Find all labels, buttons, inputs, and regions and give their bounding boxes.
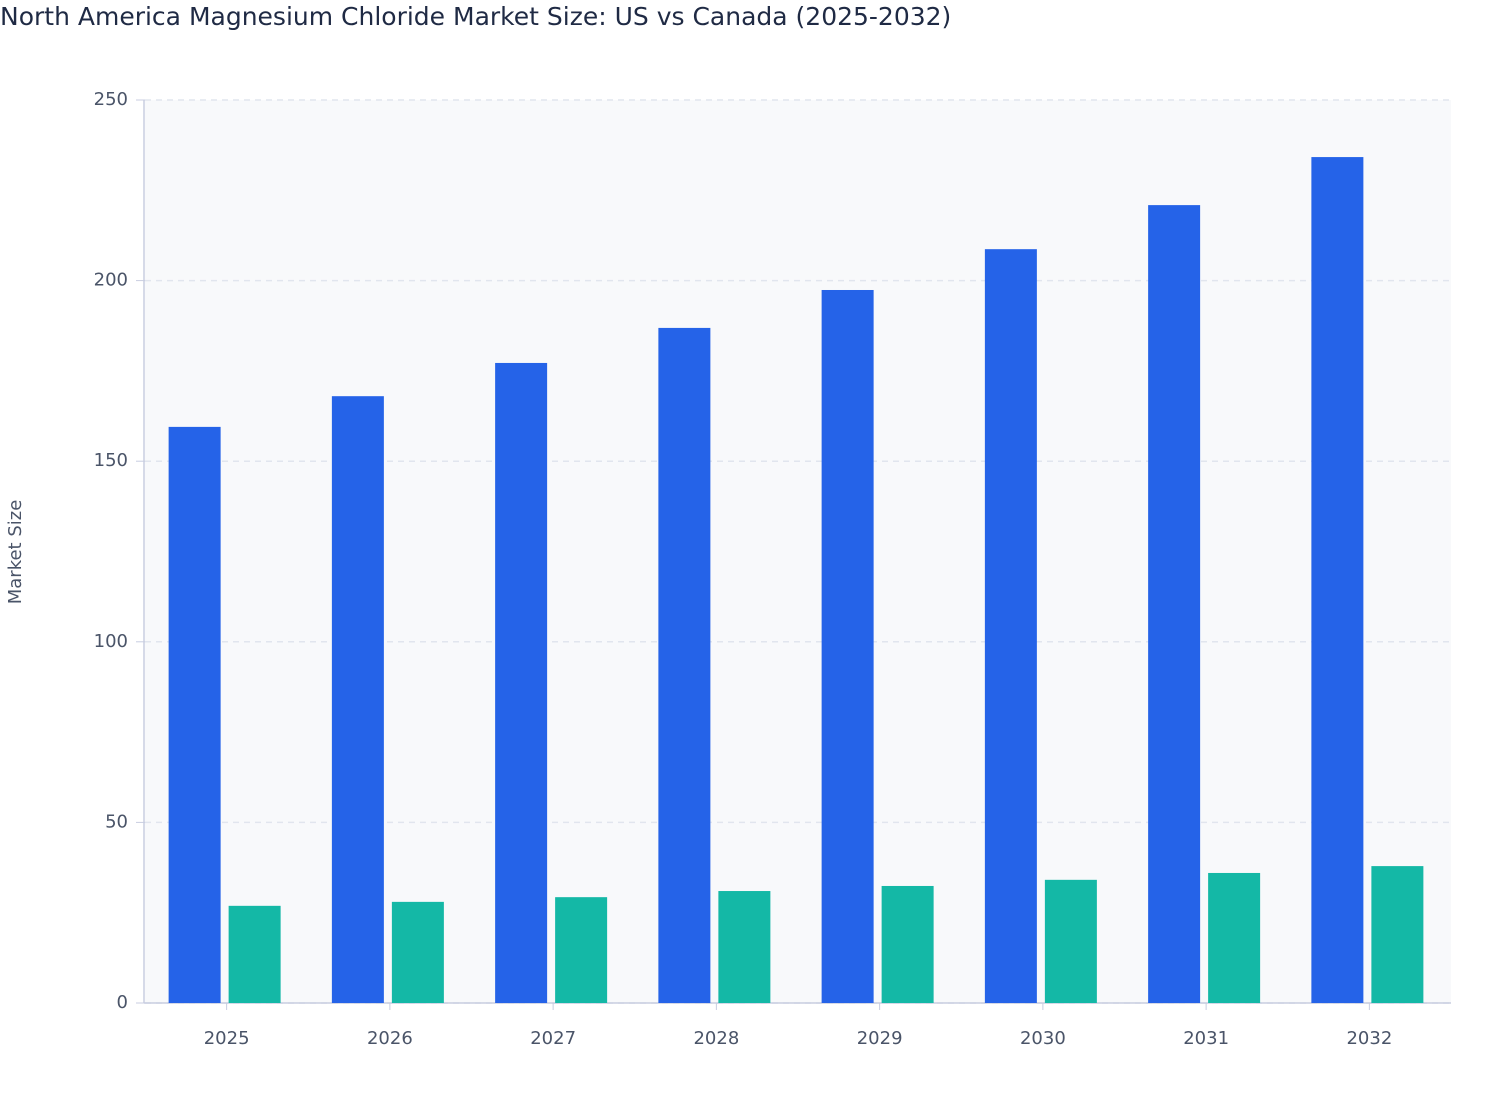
chart-title: North America Magnesium Chloride Market … <box>0 2 951 31</box>
x-tick-label: 2025 <box>204 1028 250 1049</box>
bar <box>1044 879 1097 1003</box>
bar <box>168 426 221 1003</box>
bar <box>984 249 1037 1003</box>
x-tick-label: 2026 <box>367 1028 413 1049</box>
x-tick-label: 2028 <box>693 1028 739 1049</box>
bar <box>228 905 281 1003</box>
y-tick-label: 100 <box>94 631 128 652</box>
x-tick-label: 2030 <box>1020 1028 1066 1049</box>
bar <box>658 327 711 1003</box>
bar <box>881 885 934 1003</box>
y-axis-label: Market Size <box>5 500 26 605</box>
y-tick-label: 50 <box>105 811 128 832</box>
bar <box>1148 205 1201 1004</box>
bar <box>391 901 444 1003</box>
bar <box>1371 866 1424 1003</box>
y-tick-label: 0 <box>117 992 128 1013</box>
x-tick-label: 2031 <box>1183 1028 1229 1049</box>
bar <box>495 362 548 1003</box>
x-tick-label: 2027 <box>530 1028 576 1049</box>
bar <box>555 897 608 1003</box>
y-tick-label: 200 <box>94 270 128 291</box>
y-tick-label: 150 <box>94 450 128 471</box>
x-tick-label: 2029 <box>857 1028 903 1049</box>
x-tick-label: 2032 <box>1346 1028 1392 1049</box>
bar <box>821 289 874 1003</box>
bar <box>718 891 771 1003</box>
bar <box>1311 157 1364 1004</box>
y-tick-label: 250 <box>94 89 128 110</box>
bar <box>1208 872 1261 1003</box>
bar <box>331 396 384 1004</box>
